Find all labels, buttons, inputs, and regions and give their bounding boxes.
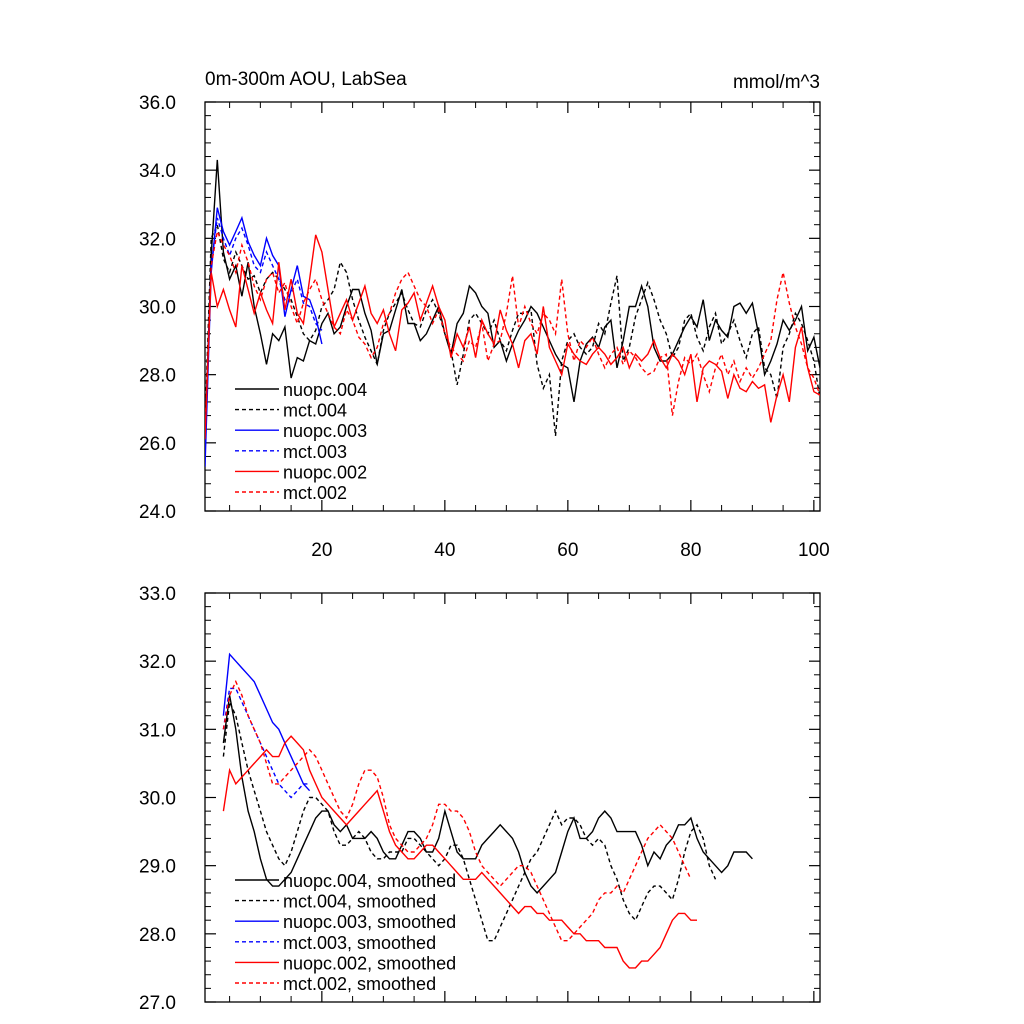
top-panel-series <box>205 159 820 467</box>
series-line-nuopc-002 <box>205 234 820 440</box>
series-line-mct-004-smoothed <box>222 699 717 942</box>
series-line-nuopc-003 <box>205 207 323 467</box>
top-panel-legend: nuopc.004mct.004nuopc.003mct.003nuopc.00… <box>235 380 367 503</box>
y-tick-label: 36.0 <box>139 93 176 114</box>
legend-label: nuopc.003 <box>283 421 367 441</box>
legend-label: mct.002, smoothed <box>283 974 436 994</box>
y-tick-label: 32.0 <box>139 652 176 673</box>
y-tick-label: 34.0 <box>139 161 176 182</box>
series-line-mct-002 <box>205 229 820 433</box>
x-tick-label: 40 <box>434 540 455 561</box>
series-line-nuopc-003-smoothed <box>222 652 311 792</box>
y-tick-label: 29.0 <box>139 857 176 878</box>
x-tick-label: 80 <box>680 540 701 561</box>
y-tick-label: 28.0 <box>139 925 176 946</box>
legend-label: nuopc.003, smoothed <box>283 912 456 932</box>
y-tick-label: 27.0 <box>139 993 176 1014</box>
legend-label: nuopc.004, smoothed <box>283 871 456 891</box>
legend-label: mct.003 <box>283 442 347 462</box>
legend-label: mct.004 <box>283 401 347 421</box>
x-tick-label: 20 <box>311 540 332 561</box>
y-tick-label: 28.0 <box>139 366 176 387</box>
y-tick-label: 31.0 <box>139 720 176 741</box>
y-tick-label: 33.0 <box>139 584 176 605</box>
series-line-mct-003-smoothed <box>222 687 310 799</box>
series-line-nuopc-002-smoothed <box>222 735 697 969</box>
top-panel: 0m-300m AOU, LabSea mmol/m^3 24.0 26.0 28.… <box>139 69 830 561</box>
series-line-mct-002-smoothed <box>222 679 692 942</box>
y-tick-label: 26.0 <box>139 434 176 455</box>
legend-label: mct.002 <box>283 483 347 503</box>
y-tick-label: 32.0 <box>139 229 176 250</box>
bottom-panel-axes: 27.0 28.0 29.0 30.0 31.0 32.0 33.0 <box>139 584 820 1014</box>
x-tick-label: 100 <box>798 540 830 561</box>
legend-label: nuopc.002 <box>283 462 367 482</box>
series-line-mct-004 <box>205 222 820 437</box>
legend-label: nuopc.002, smoothed <box>283 953 456 973</box>
bottom-panel-series <box>222 652 753 969</box>
y-tick-label: 24.0 <box>139 502 176 523</box>
bottom-panel: 27.0 28.0 29.0 30.0 31.0 32.0 33.0 nuopc.004, … <box>139 584 821 1014</box>
legend-label: mct.004, smoothed <box>283 892 436 912</box>
top-panel-units: mmol/m^3 <box>733 72 820 93</box>
y-tick-label: 30.0 <box>139 789 176 810</box>
x-tick-label: 60 <box>557 540 578 561</box>
top-panel-title: 0m-300m AOU, LabSea <box>205 69 407 90</box>
y-tick-label: 30.0 <box>139 298 176 319</box>
legend-label: mct.003, smoothed <box>283 933 436 953</box>
series-line-nuopc-004-smoothed <box>222 695 753 894</box>
legend-label: nuopc.004 <box>283 380 367 400</box>
